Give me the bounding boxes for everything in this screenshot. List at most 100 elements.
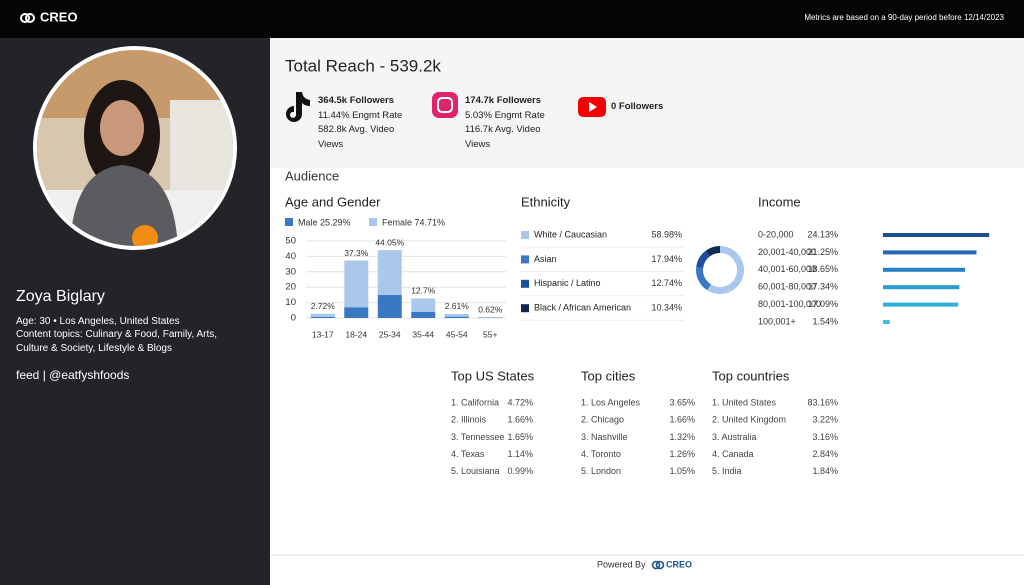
y-tick-label: 10 [285,297,296,308]
list-value: 1.84% [812,466,838,476]
list-value: 1.66% [669,415,695,425]
category-label: 0-20,000 [758,229,794,239]
bar-segment [344,260,369,308]
header-note: Metrics are based on a 90-day period bef… [804,13,1004,22]
bar [883,250,977,255]
bar-segment [377,250,402,295]
value-label: 10.34% [651,303,682,313]
platform-stat: 116.7k Avg. Video Views [465,124,541,150]
x-tick-label: 25-34 [379,329,401,339]
x-tick-label: 35-44 [412,329,434,339]
list-value: 3.65% [669,397,695,407]
list-value: 1.14% [507,449,533,459]
list-item: 2. Illinois [451,415,487,425]
list-value: 83.16% [807,397,838,407]
platform-stat: 364.5k Followers [318,95,395,106]
donut-segment [696,267,712,291]
category-label: Black / African American [534,303,631,313]
donut-segment [696,250,710,269]
category-label: 100,001+ [758,316,796,326]
list-value: 1.32% [669,432,695,442]
bar [883,233,990,237]
value-label: 1.54% [812,316,838,326]
legend-swatch [521,231,529,239]
x-tick-label: 45-54 [446,329,468,339]
y-tick-label: 50 [285,236,296,247]
list-item: 4. Canada [712,449,754,459]
legend-swatch [521,279,529,288]
value-label: 24.13% [807,229,838,239]
category-label: 60,001-80,000 [758,282,816,292]
legend-swatch [369,218,377,226]
list-value: 1.26% [669,449,695,459]
category-label: 40,001-60,000 [758,264,816,274]
platform-stat: 5.03% Engmt Rate [465,109,545,121]
footer-text: Powered By [597,559,646,569]
platform-stat: 11.44% Engmt Rate [318,109,403,121]
profile-photo [37,50,233,246]
profile-age: Age: 30 • Los Angeles, United States [16,316,180,327]
list-item: 1. California [451,397,499,407]
category-label: 20,001-40,000 [758,247,816,257]
photo-frame [33,46,237,250]
reach-title: Total Reach - 539.2k [285,56,441,75]
category-label: White / Caucasian [534,229,607,239]
list-value: 1.66% [507,415,533,425]
instagram-icon [432,92,458,118]
list-item: 1. United States [712,397,777,407]
x-tick-label: 13-17 [312,329,334,339]
category-label: Hispanic / Latino [534,278,601,288]
y-tick-label: 40 [285,251,296,262]
bar-segment [411,298,436,312]
list-item: 5. India [712,466,742,476]
platform-stat: 0 Followers [611,101,664,112]
bar-segment [478,317,503,318]
y-tick-label: 0 [291,313,296,324]
legend-label: Male 25.29% [298,217,351,227]
y-tick-label: 30 [285,266,296,277]
total-label: 44.05% [375,237,404,247]
legend-swatch [521,255,529,264]
list-value: 4.72% [507,397,533,407]
value-label: 21.25% [807,247,838,257]
list-item: 4. Toronto [581,449,621,459]
donut-segment [707,246,744,294]
bar-segment [344,307,369,318]
list-value: 2.84% [812,449,838,459]
bar-segment [411,311,436,318]
reach-card [270,38,1024,168]
value-label: 58.98% [651,229,682,239]
list-value: 3.16% [812,432,838,442]
youtube-play [589,102,597,112]
total-label: 2.72% [311,301,336,311]
list-value: 1.05% [669,466,695,476]
instagram-icon-lens [437,97,453,113]
legend-label: Female 74.71% [382,217,445,227]
list-item: 2. Chicago [581,415,624,425]
list-value: 1.65% [507,432,533,442]
chart-title: Ethnicity [521,194,571,209]
tiktok-icon [286,92,310,122]
list-title: Top cities [581,368,636,383]
bar-segment [377,294,402,318]
list-title: Top countries [712,368,790,383]
list-title: Top US States [451,368,535,383]
category-label: 80,001-100,000 [758,299,821,309]
chart-title: Age and Gender [285,194,381,209]
bar [883,285,960,290]
value-label: 12.74% [651,278,682,288]
bar-segment [310,316,335,318]
audience-title: Audience [285,168,339,183]
chart-title: Income [758,194,801,209]
logo: CREO [40,9,78,24]
list-item: 5. Louisiana [451,466,500,476]
value-label: 18.65% [807,264,838,274]
platform-stat: 582.8k Avg. Video Views [318,124,395,150]
list-item: 3. Nashville [581,432,628,442]
list-item: 3. Tennessee [451,432,504,442]
profile-feed: feed | @eatfyshfoods [16,368,129,382]
bar-segment [444,316,469,318]
value-label: 17.09% [807,299,838,309]
